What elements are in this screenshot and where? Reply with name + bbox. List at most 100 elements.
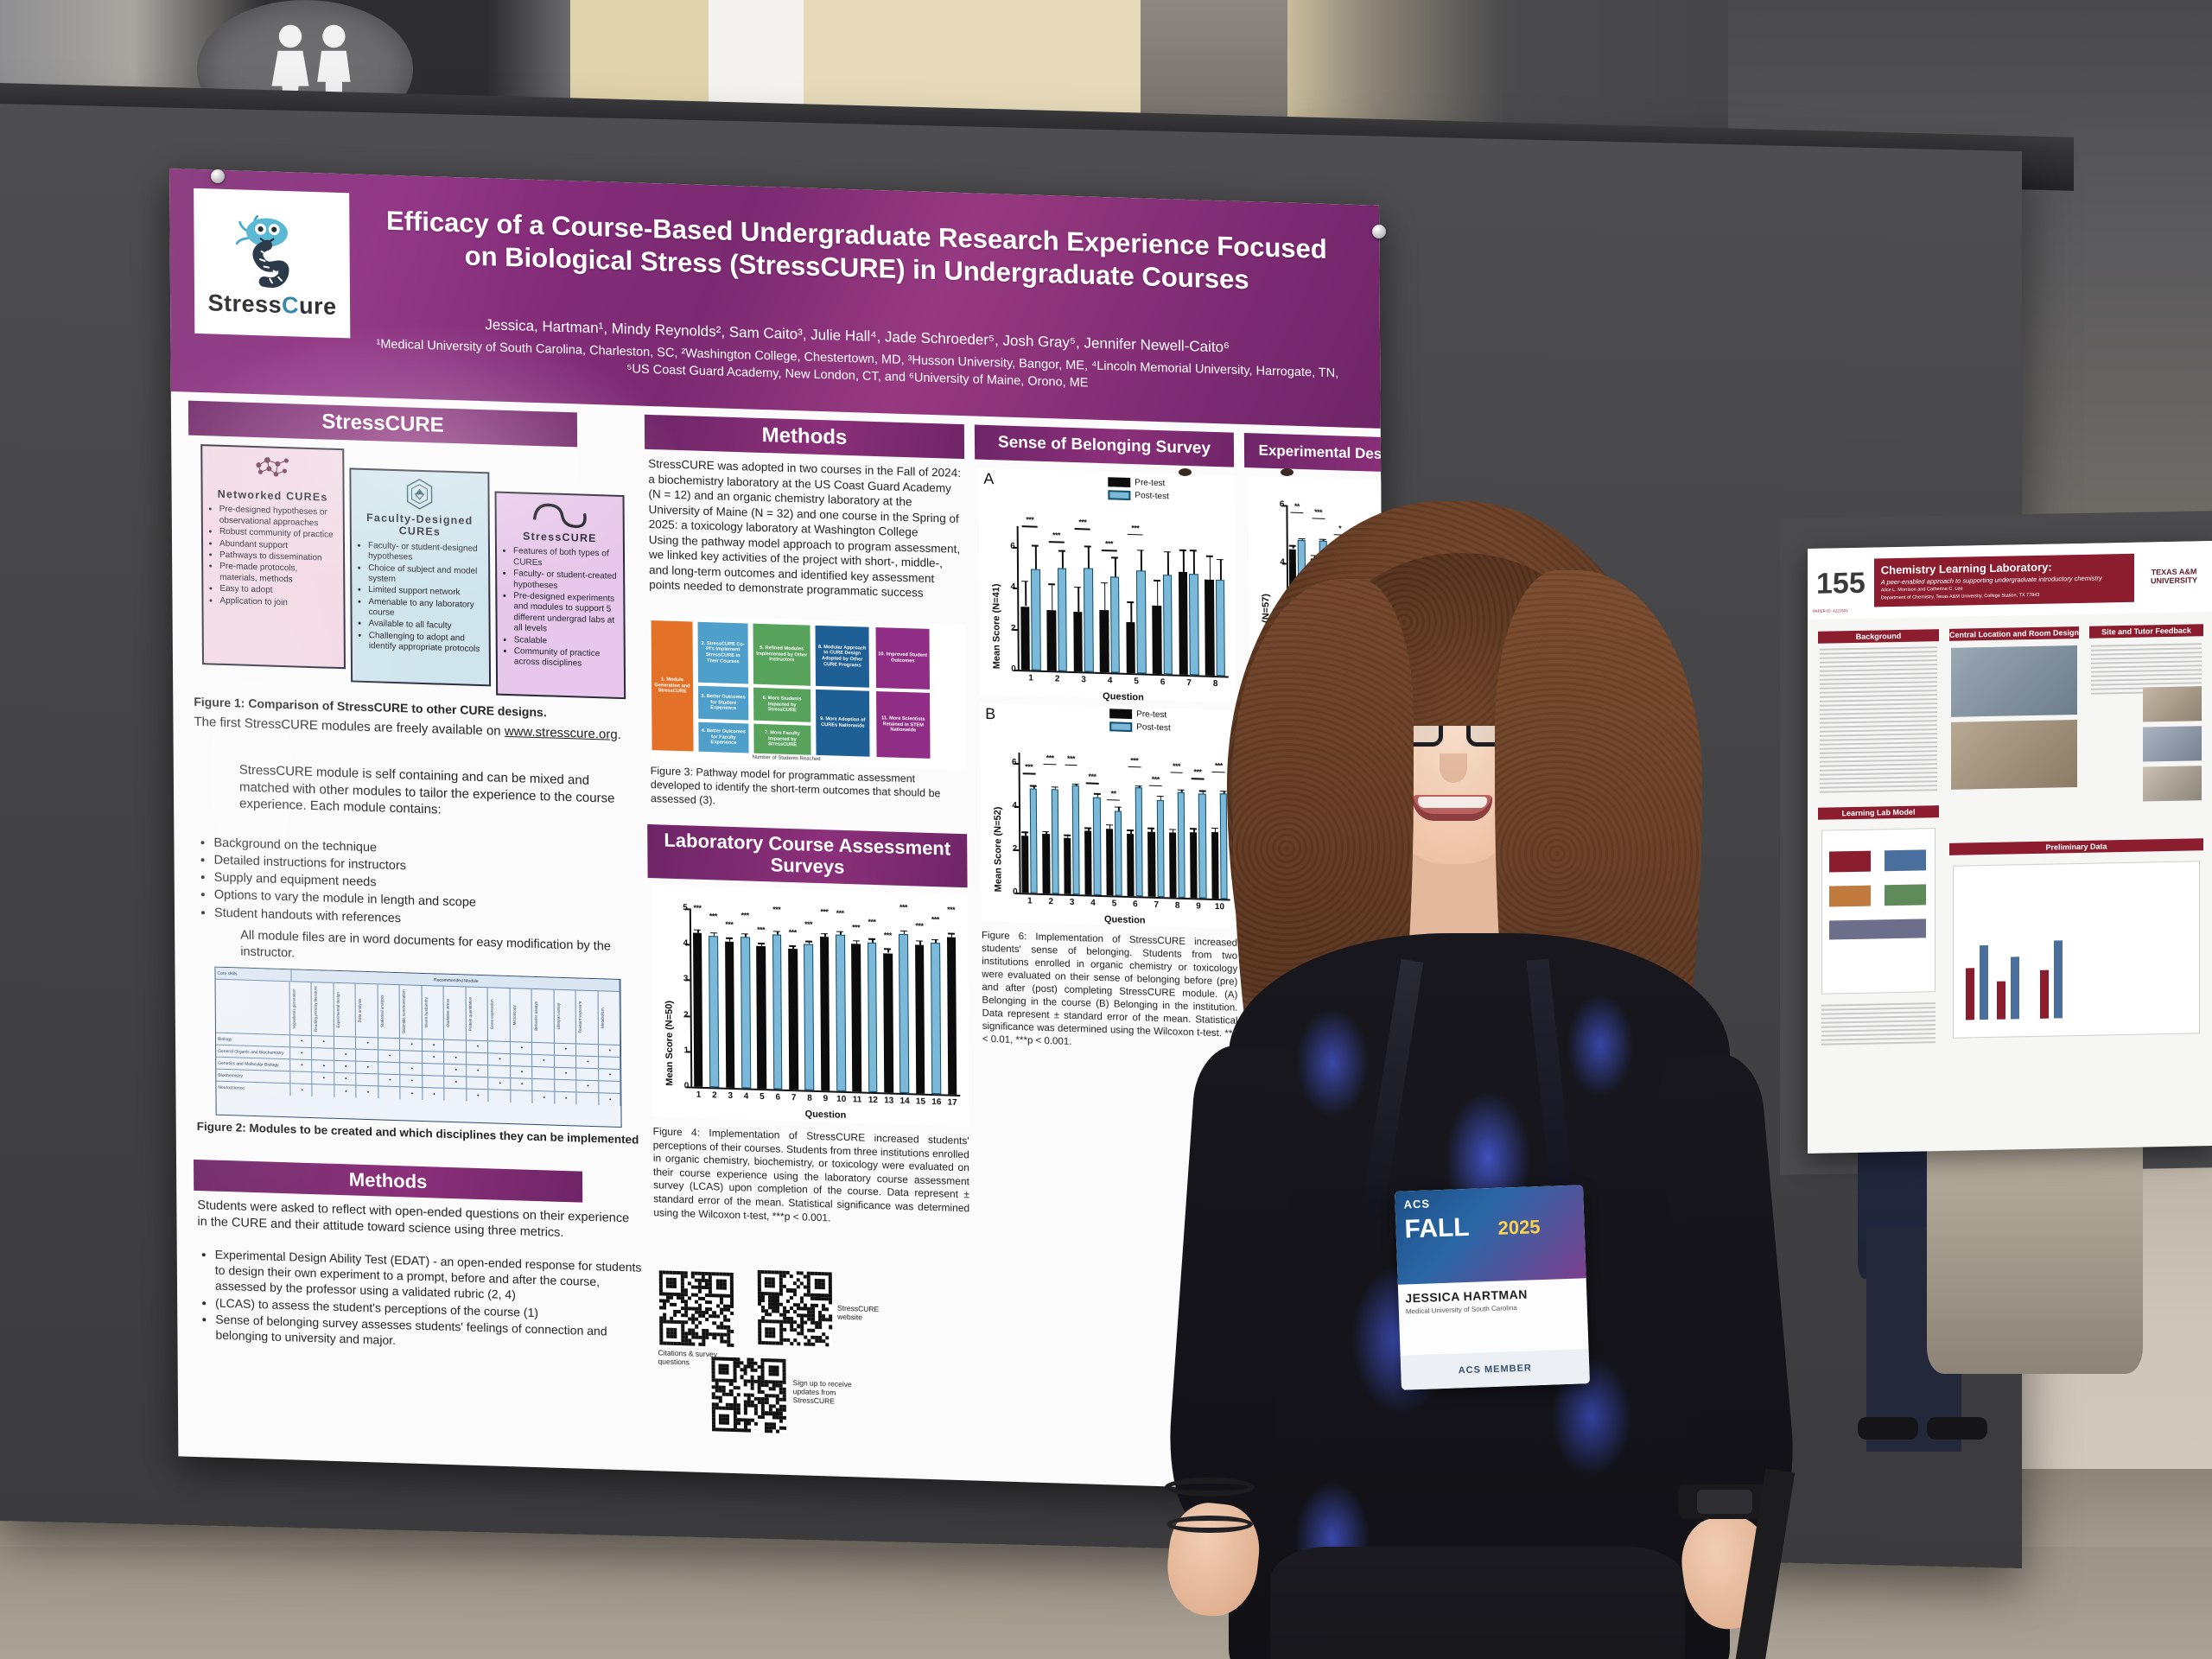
pathway-node-4: 4. Better Outcomes for Faculty Experienc… [698,721,749,753]
x-tick-label: 6 [1133,899,1138,910]
left-closing-text: All module files are in word documents f… [240,928,611,961]
legend-swatch-posttest [1108,490,1131,501]
error-bar-cap [1021,831,1029,834]
x-tick-label: 1 [1027,896,1033,906]
bar [1114,810,1122,896]
error-bar-cap [789,945,797,947]
error-bar [1114,556,1116,577]
bar [867,942,878,1093]
cure-box-title: StressCURE [522,530,597,545]
y-tick [1014,892,1020,895]
x-tick-label: 5 [1111,899,1117,909]
nose [1440,753,1467,783]
methods-top-text: StressCURE was adopted in two courses in… [648,456,961,601]
badge-header: ACS FALL 2025 [1395,1185,1586,1285]
x-tick-label: 11 [852,1095,862,1105]
hexagon-lattice-icon [406,479,433,510]
x-tick-label: 3 [1081,675,1086,685]
bar [772,934,783,1090]
figure-1: Networked CUREs Pre-designed hypotheses … [192,444,636,709]
error-bar-cap [804,940,812,943]
list-item: Faculty- or student-designed hypotheses [368,541,482,566]
eye-left [1179,468,1192,476]
error-bar [1130,601,1133,622]
error-bar-cap [1071,783,1079,785]
y-tick [1013,628,1018,631]
left-intro-line1: The first StressCURE modules are freely … [194,714,501,739]
figure-4-caption: Figure 4: Implementation of StressCURE i… [652,1125,970,1224]
significance-line [1128,766,1141,768]
error-bar [1035,544,1038,569]
error-bar-cap [916,940,924,943]
y-tick [685,1014,690,1018]
bar [1063,837,1071,894]
list-item: Challenging to adopt and identify approp… [369,631,483,656]
y-tick [685,1051,691,1053]
bar [1073,612,1084,672]
error-bar-cap [1030,785,1038,787]
table-row-label: Genetics and Molecular Biology [216,1057,291,1071]
error-bar-cap [1100,582,1108,584]
pathway-node-6: 6. More Students Impacted by StressCURE [753,687,811,722]
error-bar-cap [852,940,860,942]
error-bar-cap [1032,544,1039,547]
x-tick-label: 2 [712,1090,717,1101]
neighbor-poster: 155 Chemistry Learning Laboratory: A pee… [1808,540,2212,1154]
error-bar-cap [772,931,780,932]
bar [1099,609,1109,673]
pathway-node-9: 9. More Adoption of CUREs Nationwide [816,689,870,757]
significance-line [1127,533,1144,536]
qr-caption-citations: Citations & survey questions [658,1348,717,1367]
y-axis [1016,525,1020,671]
x-tick-label: 3 [728,1090,734,1101]
bar [914,944,925,1094]
x-tick-label: 1 [696,1090,702,1100]
bracelet-upper [1165,1478,1255,1497]
significance-line [1021,525,1039,528]
error-bar-cap [757,942,765,944]
x-axis-label: Question [804,1109,847,1121]
neighbor-section-central-location: Central Location and Room Design [1949,626,2080,641]
error-bar-cap [1042,830,1050,833]
qr-code-signup[interactable] [711,1357,787,1433]
significance-marker: ** [1110,788,1116,798]
significance-marker: *** [1088,772,1096,781]
stresscure-poster[interactable]: StressCure Efficacy of a Course-Based Un… [169,168,1389,1494]
pathway-node-11: 11. More Scientists Retained in STEM Nat… [876,691,931,759]
x-tick-label: 12 [868,1095,878,1106]
significance-marker: *** [1130,755,1139,765]
y-tick [1013,587,1018,590]
x-tick-label: 5 [1134,677,1139,687]
bar [1071,785,1080,895]
bar [1020,606,1031,671]
figure-2-table: Core skills Recommended Module Hypothesi… [214,966,622,1128]
cure-box-faculty-designed: Faculty-Designed CUREs Faculty- or stude… [349,467,492,687]
error-bar [1051,583,1053,611]
significance-line [1085,782,1099,785]
cure-box-stresscure: StressCURE Features of both types of CUR… [494,491,626,700]
y-axis-label: Mean Score (N=41) [991,583,1002,670]
list-item: Choice of subject and model system [368,563,482,588]
error-bar-cap [1127,830,1135,831]
stresscure-logo: StressCure [194,188,351,339]
qr-code-citations[interactable] [658,1270,734,1348]
qr-code-website[interactable] [757,1269,833,1347]
neighbor-room-photo-2 [1951,720,2077,790]
table-col-group-core-skills: Core skills [215,967,292,982]
bar [1021,836,1029,893]
error-bar-cap [1084,545,1092,548]
stresscure-website-link[interactable]: www.stresscure.org [504,723,618,742]
x-tick-label: 4 [1090,898,1096,908]
neighbor-university-logo: TEXAS A&M UNIVERSITY [2150,567,2197,586]
cure-box-networked: Networked CUREs Pre-designed hypotheses … [200,444,346,670]
error-bar-cap [1135,785,1143,787]
bar [1135,787,1144,897]
significance-marker: *** [725,919,734,930]
bar [1105,828,1114,896]
error-bar-cap [836,931,844,933]
table-row-label: Biochemistry [216,1069,291,1084]
error-bar [1103,582,1106,610]
worm-outline-icon [533,503,587,529]
chart-laboratory-course-assessment: 012345Mean Score (N=50)Question1***2***3… [651,885,969,1127]
significance-line [1074,528,1091,531]
